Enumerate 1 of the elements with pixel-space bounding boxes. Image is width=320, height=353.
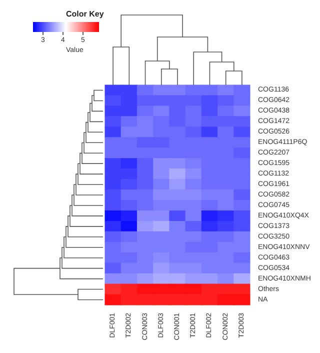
- chart-title: Color Key: [66, 10, 104, 18]
